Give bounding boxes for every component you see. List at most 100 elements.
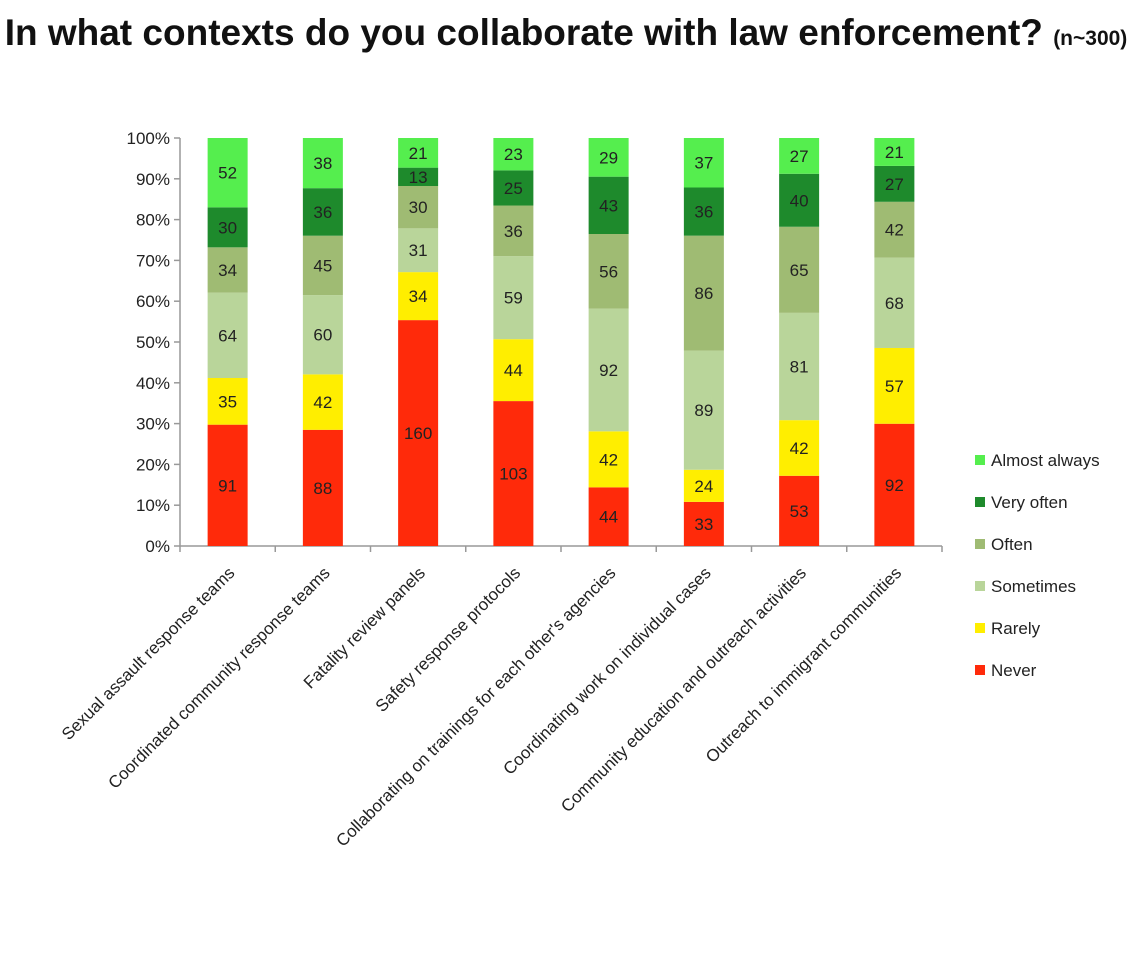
y-tick-label: 60% bbox=[136, 292, 170, 311]
bar-segment bbox=[207, 378, 248, 425]
data-label: 88 bbox=[313, 479, 332, 498]
bar-segment bbox=[302, 429, 343, 546]
bar-segment bbox=[493, 401, 534, 546]
y-tick-label: 50% bbox=[136, 333, 170, 352]
legend-swatch bbox=[975, 581, 985, 591]
data-label: 30 bbox=[218, 218, 237, 237]
data-label: 31 bbox=[409, 241, 428, 260]
bar-segment bbox=[398, 186, 439, 229]
bar-segment bbox=[398, 320, 439, 546]
data-label: 86 bbox=[694, 284, 713, 303]
data-label: 92 bbox=[885, 476, 904, 495]
bar-segment bbox=[779, 173, 820, 227]
y-tick-label: 20% bbox=[136, 455, 170, 474]
y-tick-label: 10% bbox=[136, 496, 170, 515]
data-label: 21 bbox=[885, 143, 904, 162]
data-label: 42 bbox=[790, 439, 809, 458]
bar-segment bbox=[493, 170, 534, 206]
bar-segment bbox=[302, 138, 343, 189]
bar-segment bbox=[779, 226, 820, 313]
bar-segment bbox=[398, 272, 439, 321]
data-label: 27 bbox=[885, 175, 904, 194]
data-label: 30 bbox=[409, 198, 428, 217]
bar-segment bbox=[588, 138, 629, 177]
legend-label: Sometimes bbox=[991, 577, 1076, 596]
data-label: 43 bbox=[599, 196, 618, 215]
bar-segment bbox=[588, 431, 629, 488]
bar-segment bbox=[302, 235, 343, 296]
data-label: 23 bbox=[504, 145, 523, 164]
legend-swatch bbox=[975, 539, 985, 549]
y-tick-label: 30% bbox=[136, 415, 170, 434]
bar-segment bbox=[588, 487, 629, 546]
x-tick-label: Outreach to immigrant communities bbox=[702, 563, 905, 766]
bar-segment bbox=[493, 256, 534, 340]
bar-segment bbox=[779, 420, 820, 476]
data-label: 36 bbox=[694, 203, 713, 222]
bar-segment bbox=[493, 339, 534, 402]
data-label: 38 bbox=[313, 154, 332, 173]
data-label: 91 bbox=[218, 476, 237, 495]
bar-segment bbox=[302, 295, 343, 375]
bar-segment bbox=[874, 423, 915, 546]
bar-segment bbox=[683, 350, 724, 470]
bar-segment bbox=[493, 205, 534, 257]
y-tick-label: 100% bbox=[127, 129, 170, 148]
data-label: 65 bbox=[790, 261, 809, 280]
legend-label: Rarely bbox=[991, 619, 1041, 638]
y-tick-label: 0% bbox=[145, 537, 170, 556]
data-label: 57 bbox=[885, 377, 904, 396]
data-label: 34 bbox=[218, 261, 237, 280]
chart-subtitle: (n~300) bbox=[1053, 27, 1128, 50]
legend-swatch bbox=[975, 497, 985, 507]
data-label: 42 bbox=[599, 450, 618, 469]
bar-segment bbox=[588, 234, 629, 309]
bar-segment bbox=[207, 292, 248, 378]
bar-segment bbox=[779, 475, 820, 546]
data-label: 40 bbox=[790, 191, 809, 210]
data-label: 44 bbox=[599, 508, 618, 527]
data-label: 60 bbox=[313, 326, 332, 345]
y-tick-label: 70% bbox=[136, 251, 170, 270]
data-label: 13 bbox=[409, 168, 428, 187]
bar-segment bbox=[207, 138, 248, 208]
legend-label: Almost always bbox=[991, 451, 1100, 470]
bar-segment bbox=[874, 347, 915, 424]
legend-label: Very often bbox=[991, 493, 1068, 512]
data-label: 59 bbox=[504, 289, 523, 308]
bar-segment bbox=[683, 235, 724, 351]
bar-segment bbox=[779, 138, 820, 174]
data-label: 24 bbox=[694, 477, 713, 496]
bar-segment bbox=[588, 176, 629, 234]
data-label: 34 bbox=[409, 287, 428, 306]
x-tick-label: Coordinated community response teams bbox=[104, 563, 333, 792]
data-label: 68 bbox=[885, 294, 904, 313]
data-label: 42 bbox=[313, 393, 332, 412]
bar-segment bbox=[683, 501, 724, 546]
legend-label: Never bbox=[991, 661, 1037, 680]
data-label: 29 bbox=[599, 148, 618, 167]
data-label: 92 bbox=[599, 361, 618, 380]
bar-segment bbox=[207, 247, 248, 293]
legend-swatch bbox=[975, 665, 985, 675]
chart-title-main: In what contexts do you collaborate with… bbox=[4, 12, 1043, 53]
chart-legend: Almost always Very often Often Sometimes Rar… bbox=[975, 451, 1100, 680]
data-label: 33 bbox=[694, 515, 713, 534]
bar-segment bbox=[683, 187, 724, 236]
data-label: 64 bbox=[218, 326, 237, 345]
bar-segment bbox=[302, 188, 343, 236]
data-label: 25 bbox=[504, 179, 523, 198]
bar-segment bbox=[874, 138, 915, 166]
legend-label: Often bbox=[991, 535, 1033, 554]
x-tick-label: Coordinating work on individual cases bbox=[499, 563, 714, 778]
data-label: 53 bbox=[790, 502, 809, 521]
data-label: 35 bbox=[218, 392, 237, 411]
data-label: 44 bbox=[504, 361, 523, 380]
data-label: 36 bbox=[504, 222, 523, 241]
bar-segment bbox=[874, 165, 915, 202]
bar-segment bbox=[398, 138, 439, 168]
data-label: 56 bbox=[599, 262, 618, 281]
data-label: 81 bbox=[790, 358, 809, 377]
x-axis-labels: Sexual assault response teamsCoordinated… bbox=[58, 563, 905, 850]
